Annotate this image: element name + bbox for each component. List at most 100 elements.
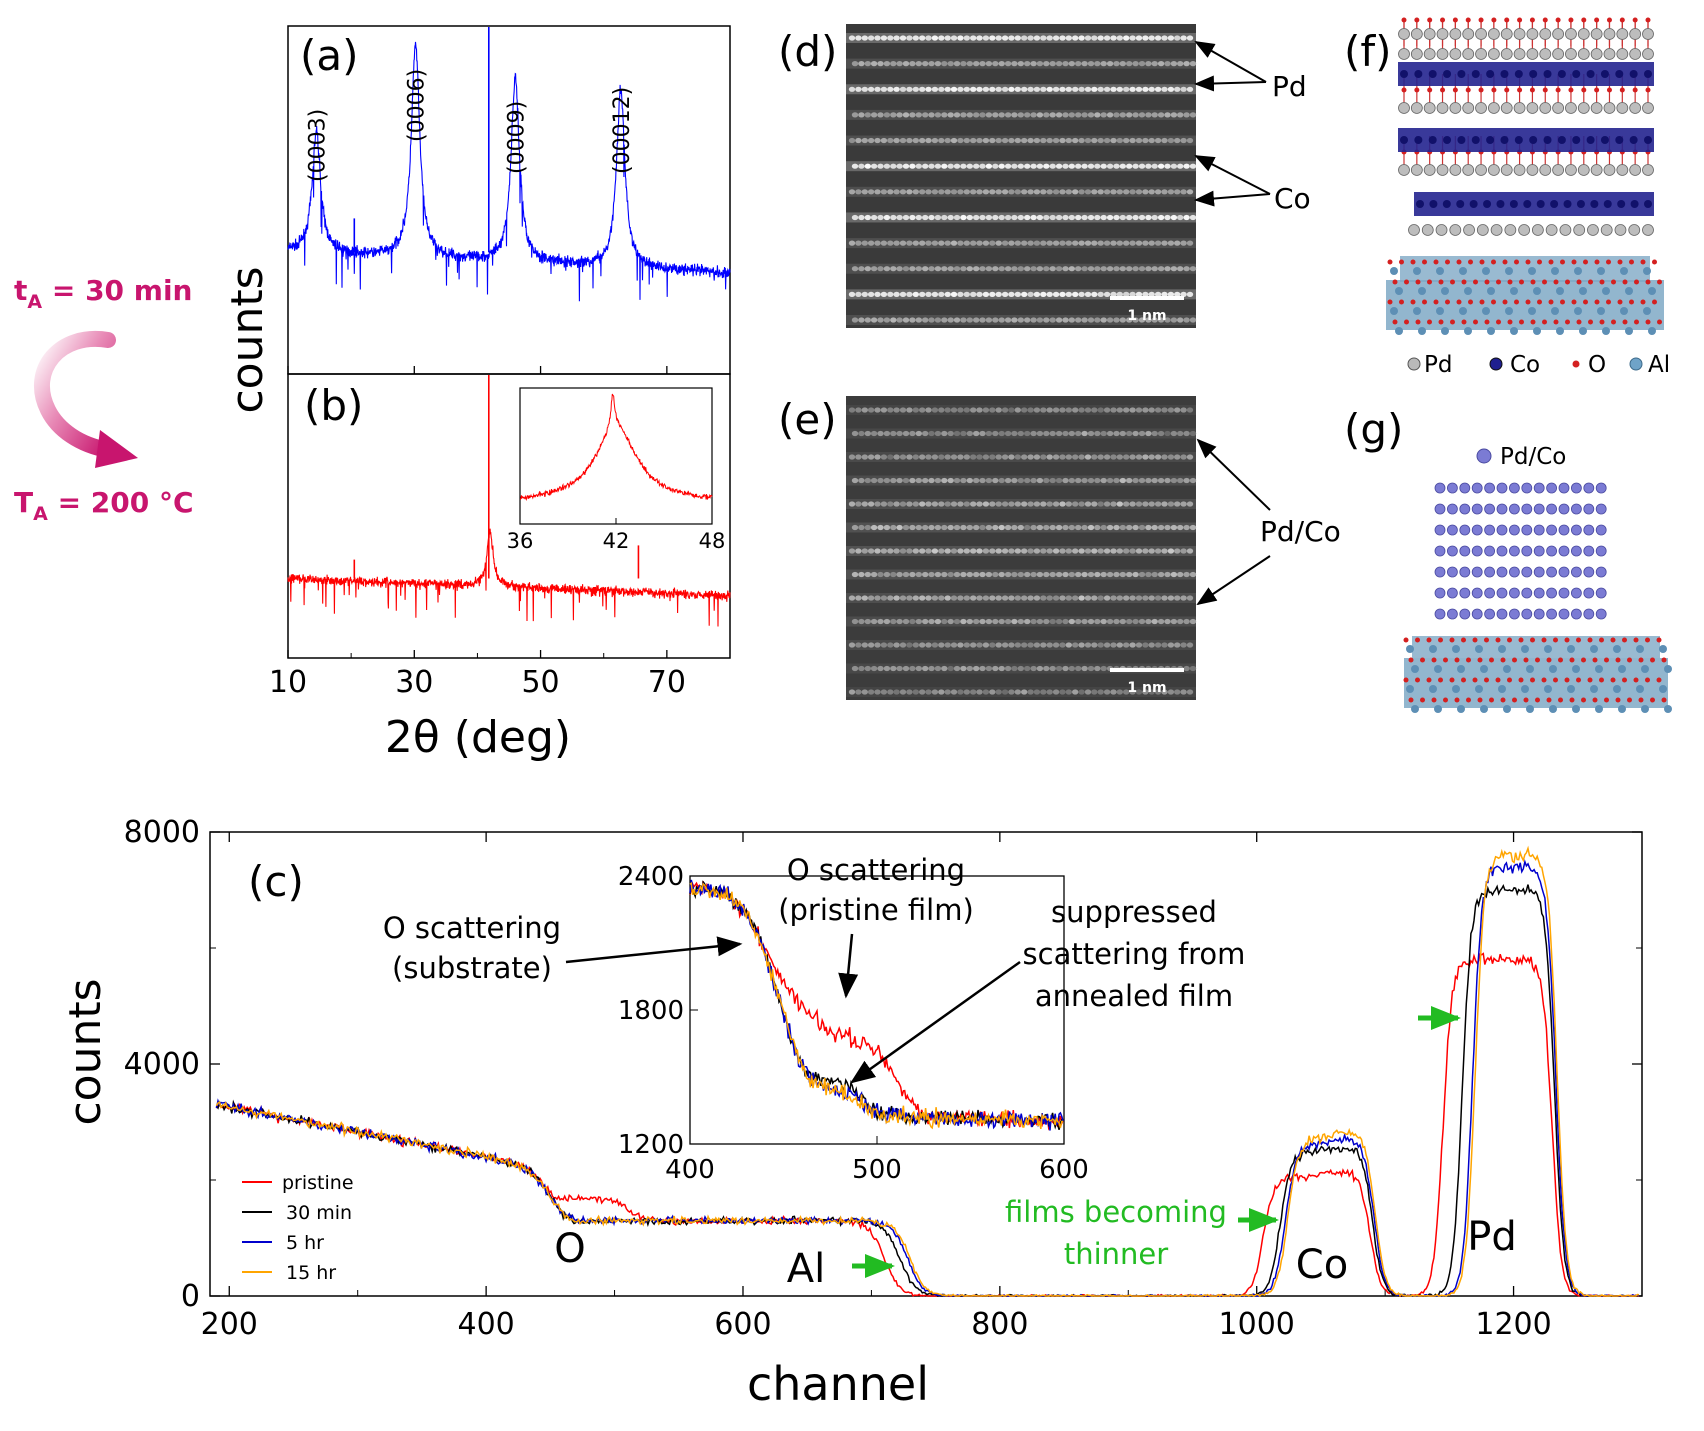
stem-atom [874,35,881,41]
element-label-al: Al [787,1246,825,1292]
stem-atom [925,137,932,144]
stem-atom [1129,189,1136,195]
stem-atom [883,266,891,272]
pd-atom [1629,102,1642,114]
stem-atom [966,477,973,484]
stem-atom [1033,689,1041,695]
pd-atom [1603,48,1616,60]
stem-atom [1097,407,1104,413]
co-atom [1429,200,1438,208]
legend-label-30min: 30 min [286,1202,352,1224]
stem-atom [925,595,932,601]
o-atom [1610,677,1616,683]
stem-atom [887,240,894,246]
rbs-y-axis-label: counts [60,978,111,1125]
stem-atom [1164,477,1171,484]
stem-atom [1145,477,1152,484]
stem-atom [931,595,939,601]
o-atom [1495,677,1501,683]
stem-atom [1081,266,1088,272]
pdco-atom [1595,482,1607,494]
stem-atom [992,163,999,169]
stem-atom [1186,86,1194,92]
stem-atom [893,548,900,554]
pdco-atom [1546,608,1557,620]
pd-atom [1398,48,1410,60]
stem-atom [1126,477,1133,484]
o-atom [1420,657,1425,663]
stem-atom [970,35,977,41]
stem-atom [1017,618,1024,625]
stem-atom [1030,163,1037,169]
stem-atom [1161,595,1168,601]
stem-atom [1132,112,1139,118]
stem-atom [957,595,964,601]
stem-atom [1081,61,1088,67]
stem-atom [928,618,935,625]
stem-atom [976,137,983,144]
stem-atom [1020,595,1028,601]
o-atom [1450,279,1455,285]
stem-atom [874,407,881,413]
stem-atom [912,548,919,554]
structure-f-legend: Pd Co O Al [1407,352,1670,378]
al-atom [1395,327,1403,335]
anneal-time-text: tA = 30 min [14,274,193,313]
stem-atom [953,214,961,221]
o-atom [1491,87,1497,93]
al-atom [1457,665,1465,673]
o-atom [1629,259,1634,265]
legend-label-15hr: 15 hr [286,1262,336,1284]
stem-atom [867,501,875,507]
stem-atom [947,266,954,272]
o-atom [1576,279,1582,285]
stem-atom [953,112,961,118]
al-atom [1505,267,1513,275]
pdco-atom [1546,545,1557,557]
stem-atom [1023,214,1031,221]
stem-atom [922,430,929,437]
stem-atom [902,112,910,118]
stem-atom [1062,618,1069,625]
o-atom [1443,657,1448,663]
stem-atom [1020,137,1028,144]
stem-atom [1027,189,1034,195]
stem-atom [1059,240,1066,246]
pdco-atom [1558,587,1570,599]
pdco-atom [1434,566,1446,578]
stem-atom [1011,477,1018,484]
stem-atom [1116,291,1124,297]
o-atom [1512,657,1517,663]
stem-atom [1040,454,1047,460]
legend-co-label: Co [1510,352,1540,378]
stem-atom [864,571,871,578]
stem-atom [1052,35,1060,41]
stem-atom [1170,214,1178,221]
xrd-peak-label: (0006) [405,69,430,142]
o-atom [1496,279,1501,285]
stem-atom [906,689,913,695]
stem-atom [1167,35,1175,41]
co-atom [1550,200,1559,208]
inset-y-tick-label: 1800 [618,996,684,1026]
pointer-arrow-pd-2 [1194,75,1267,92]
o-atom [1633,637,1639,643]
stem-atom [947,317,954,323]
stem-atom [887,501,894,507]
stem-atom [890,524,897,531]
stem-atom [1157,112,1165,118]
stem-atom [1100,665,1107,672]
stem-atom [1065,137,1073,144]
legend-label-pristine: pristine [282,1172,354,1194]
pdco-atom [1521,566,1533,578]
stem-atom [1091,548,1098,554]
al-atom [1406,685,1414,693]
stem-atom [874,454,881,460]
al-atom [1521,645,1529,653]
stem-atom [976,454,983,460]
o-atom [1645,279,1651,285]
o-atom [1478,87,1484,93]
stem-atom [938,86,945,92]
stem-atom [1072,689,1079,695]
stem-atom [890,477,897,484]
